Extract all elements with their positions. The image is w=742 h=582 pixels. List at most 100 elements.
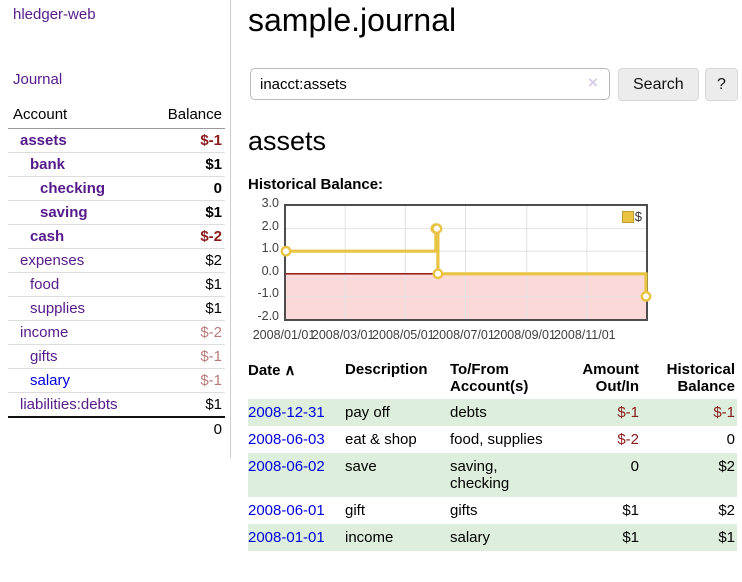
register-row: 2008-06-01 gift gifts $1 $2 xyxy=(248,497,737,524)
account-link[interactable]: food xyxy=(30,276,60,293)
register-header-row: Date ∧ Description To/From Account(s) Amo… xyxy=(248,359,737,399)
accounts-header-account: Account xyxy=(8,104,151,129)
account-link[interactable]: saving xyxy=(40,204,88,221)
accounts-header-balance: Balance xyxy=(150,104,225,129)
register-row: 2008-01-01 income salary $1 $1 xyxy=(248,524,737,551)
transaction-amount: $1 xyxy=(622,529,639,546)
account-balance: $1 xyxy=(150,296,225,321)
account-row: food $1 xyxy=(8,272,225,297)
account-row: liabilities:debts $1 xyxy=(8,392,225,417)
chart-plot-area: $ xyxy=(280,204,652,321)
account-heading: assets xyxy=(248,126,327,156)
account-row: bank $1 xyxy=(8,152,225,177)
y-axis-tick-label: 2.0 xyxy=(261,218,279,233)
account-link[interactable]: liabilities:debts xyxy=(20,396,118,413)
account-link[interactable]: income xyxy=(20,324,69,341)
search-input[interactable] xyxy=(250,68,610,100)
account-row: saving $1 xyxy=(8,200,225,225)
account-link[interactable]: assets xyxy=(20,132,67,149)
account-row: gifts $-1 xyxy=(8,344,225,369)
historical-balance-chart: $ 3.0 2.0 1.0 0.0 -1.0 -2.0 2008/01/01 2008/03/… xyxy=(248,196,728,344)
account-row: expenses $2 xyxy=(8,248,225,273)
account-link[interactable]: salary xyxy=(30,372,71,389)
app-brand-link[interactable]: hledger-web xyxy=(13,6,96,23)
account-balance: 0 xyxy=(150,176,225,201)
transaction-accounts: debts xyxy=(450,404,487,421)
account-balance: $-1 xyxy=(200,132,222,149)
transaction-balance: $2 xyxy=(718,458,735,475)
chart-title: Historical Balance: xyxy=(248,176,384,193)
main-content: sample.journal × Search ? assets Histori… xyxy=(248,0,742,551)
transaction-balance: $-1 xyxy=(713,404,735,421)
transaction-accounts: salary xyxy=(450,529,491,546)
transaction-date-link[interactable]: 2008-06-03 xyxy=(248,431,325,448)
register-header-date[interactable]: Date ∧ xyxy=(248,362,296,379)
register-header-balance: Historical Balance xyxy=(666,361,735,395)
legend-label: $ xyxy=(634,209,642,224)
transaction-description: gift xyxy=(345,502,366,519)
register-row: 2008-06-02 save saving, checking 0 $2 xyxy=(248,453,737,497)
account-row: income $-2 xyxy=(8,320,225,345)
y-axis-tick-label: 3.0 xyxy=(261,196,279,210)
transaction-accounts: gifts xyxy=(450,502,478,519)
account-balance: $2 xyxy=(150,248,225,273)
account-row: cash $-2 xyxy=(8,224,225,249)
accounts-table: Account Balance assets $-1 bank $1 checking 0… xyxy=(8,104,225,441)
chart-canvas xyxy=(280,206,652,319)
account-row: supplies $1 xyxy=(8,296,225,321)
transaction-date-link[interactable]: 2008-12-31 xyxy=(248,404,325,421)
accounts-table-header: Account Balance xyxy=(8,104,225,129)
account-balance: $-1 xyxy=(150,368,225,393)
chart-legend: $ xyxy=(621,209,642,224)
account-balance: $-2 xyxy=(150,320,225,345)
account-link[interactable]: expenses xyxy=(20,252,85,269)
y-axis-tick-label: -2.0 xyxy=(257,309,279,323)
account-link[interactable]: supplies xyxy=(30,300,86,317)
search-button[interactable]: Search xyxy=(618,68,699,101)
account-link[interactable]: cash xyxy=(30,228,65,245)
clear-search-icon[interactable]: × xyxy=(588,73,598,92)
account-link[interactable]: gifts xyxy=(30,348,58,365)
transaction-amount: $1 xyxy=(622,502,639,519)
transaction-date-link[interactable]: 2008-06-02 xyxy=(248,458,325,475)
legend-swatch-icon xyxy=(621,210,634,223)
x-axis-tick-label: 2008/05/01 xyxy=(372,328,435,342)
transaction-amount: 0 xyxy=(630,458,639,475)
register-header-description: Description xyxy=(345,361,428,378)
transaction-balance: $2 xyxy=(718,502,735,519)
transaction-description: pay off xyxy=(345,404,390,421)
transaction-balance: 0 xyxy=(726,431,735,448)
register-table: Date ∧ Description To/From Account(s) Amo… xyxy=(248,359,737,551)
account-balance: $1 xyxy=(150,392,225,417)
x-axis-tick-label: 2008/11/01 xyxy=(553,328,616,342)
register-row: 2008-12-31 pay off debts $-1 $-1 xyxy=(248,399,737,426)
accounts-total-balance: 0 xyxy=(150,416,225,441)
sidebar-item-journal[interactable]: Journal xyxy=(13,71,63,88)
sidebar: hledger-web Journal Account Balance asse… xyxy=(0,0,231,458)
account-balance: $1 xyxy=(150,272,225,297)
transaction-amount: $-2 xyxy=(617,431,639,448)
account-balance: $-2 xyxy=(150,224,225,249)
transaction-description: eat & shop xyxy=(345,431,417,448)
account-link[interactable]: bank xyxy=(30,156,66,173)
register-header-accounts: To/From Account(s) xyxy=(450,361,529,395)
transaction-amount: $-1 xyxy=(617,404,639,421)
y-axis-tick-label: 1.0 xyxy=(261,241,279,256)
account-row: checking 0 xyxy=(8,176,225,201)
help-button[interactable]: ? xyxy=(705,68,738,101)
y-axis-tick-label: -1.0 xyxy=(257,286,279,301)
register-header-amount: Amount Out/In xyxy=(582,361,639,395)
account-balance: $-1 xyxy=(150,344,225,369)
account-row: assets $-1 xyxy=(8,129,225,153)
account-row: salary $-1 xyxy=(8,368,225,393)
transaction-description: save xyxy=(345,458,377,475)
transaction-date-link[interactable]: 2008-01-01 xyxy=(248,529,325,546)
x-axis-tick-label: 2008/07/01 xyxy=(432,328,495,342)
page-title: sample.journal xyxy=(248,2,457,38)
account-link[interactable]: checking xyxy=(40,180,106,197)
transaction-date-link[interactable]: 2008-06-01 xyxy=(248,502,325,519)
transaction-accounts: saving, checking xyxy=(450,458,510,492)
register-row: 2008-06-03 eat & shop food, supplies $-2 0 xyxy=(248,426,737,453)
x-axis-tick-label: 2008/01/01 xyxy=(252,328,316,342)
search-bar: × Search ? xyxy=(248,68,742,102)
